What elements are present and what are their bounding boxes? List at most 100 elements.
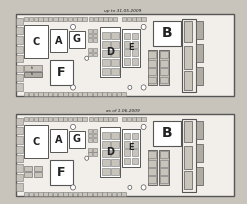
Bar bbox=[93, 38, 97, 42]
Bar bbox=[124, 158, 130, 164]
Bar bbox=[111, 141, 119, 148]
Bar bbox=[34, 117, 38, 121]
Bar bbox=[88, 33, 92, 37]
Bar bbox=[148, 160, 156, 166]
Bar bbox=[93, 52, 97, 56]
Bar bbox=[78, 117, 82, 121]
Bar bbox=[82, 17, 87, 21]
Bar bbox=[160, 51, 168, 58]
Bar bbox=[153, 121, 181, 146]
Bar bbox=[88, 38, 92, 42]
Bar bbox=[111, 168, 119, 175]
Bar bbox=[97, 192, 102, 196]
Bar bbox=[160, 160, 168, 166]
Bar bbox=[48, 192, 52, 196]
Bar bbox=[103, 168, 110, 175]
Bar bbox=[73, 117, 77, 121]
Circle shape bbox=[71, 124, 76, 130]
Bar bbox=[132, 17, 136, 21]
Bar bbox=[132, 33, 138, 40]
Bar bbox=[48, 92, 52, 96]
Bar bbox=[111, 59, 119, 66]
Bar bbox=[39, 117, 43, 121]
Bar bbox=[93, 148, 97, 152]
Bar bbox=[141, 117, 146, 121]
Bar bbox=[88, 133, 92, 137]
Bar bbox=[103, 150, 110, 157]
Bar bbox=[132, 149, 138, 156]
Bar bbox=[153, 21, 181, 46]
Bar bbox=[132, 141, 138, 148]
Bar bbox=[94, 117, 98, 121]
Text: B: B bbox=[162, 126, 172, 140]
Bar bbox=[107, 192, 111, 196]
Bar bbox=[89, 117, 93, 121]
Bar bbox=[16, 174, 23, 181]
Bar bbox=[29, 17, 33, 21]
Bar bbox=[16, 114, 234, 196]
Bar bbox=[93, 138, 97, 142]
Bar bbox=[112, 92, 116, 96]
Bar bbox=[196, 44, 203, 62]
Text: D: D bbox=[106, 47, 114, 57]
Bar bbox=[117, 92, 121, 96]
Bar bbox=[16, 146, 23, 153]
Bar bbox=[87, 192, 92, 196]
Bar bbox=[160, 151, 168, 158]
Bar bbox=[43, 192, 48, 196]
Bar bbox=[16, 27, 23, 34]
Bar bbox=[148, 76, 156, 83]
Bar bbox=[49, 160, 73, 185]
Bar bbox=[58, 117, 63, 121]
Bar bbox=[122, 192, 126, 196]
Bar bbox=[24, 72, 42, 77]
Bar bbox=[102, 92, 107, 96]
Bar bbox=[68, 117, 72, 121]
Bar bbox=[78, 92, 82, 96]
Bar bbox=[148, 151, 156, 158]
Bar bbox=[132, 49, 138, 56]
Circle shape bbox=[85, 56, 89, 60]
Bar bbox=[88, 29, 92, 33]
Bar bbox=[73, 17, 77, 21]
Bar bbox=[160, 68, 168, 75]
Bar bbox=[102, 192, 107, 196]
Bar bbox=[111, 41, 119, 48]
Bar bbox=[148, 60, 156, 67]
Circle shape bbox=[71, 24, 76, 30]
Bar bbox=[148, 176, 156, 183]
Bar bbox=[122, 117, 126, 121]
Bar bbox=[196, 166, 203, 185]
Bar bbox=[196, 67, 203, 85]
Bar bbox=[148, 168, 156, 175]
Bar bbox=[196, 144, 203, 162]
Text: F: F bbox=[57, 66, 65, 79]
Bar bbox=[68, 192, 72, 196]
Bar bbox=[124, 49, 130, 56]
Text: G: G bbox=[73, 134, 81, 144]
Bar bbox=[196, 21, 203, 40]
Bar bbox=[113, 17, 117, 21]
Bar bbox=[88, 148, 92, 152]
Bar bbox=[196, 121, 203, 140]
Bar bbox=[127, 117, 131, 121]
Bar bbox=[69, 131, 85, 148]
Bar bbox=[113, 117, 117, 121]
Bar bbox=[122, 29, 140, 67]
Bar bbox=[103, 141, 110, 148]
Bar bbox=[16, 164, 23, 172]
Text: C: C bbox=[32, 136, 40, 146]
Bar bbox=[148, 51, 156, 58]
Bar bbox=[16, 183, 23, 191]
Bar bbox=[94, 17, 98, 21]
Bar bbox=[69, 31, 85, 48]
Text: up to 31.05.2009: up to 31.05.2009 bbox=[104, 9, 142, 13]
Bar bbox=[127, 17, 131, 21]
Bar bbox=[103, 159, 110, 166]
Bar bbox=[78, 17, 82, 21]
Bar bbox=[16, 74, 23, 81]
Bar bbox=[160, 176, 168, 183]
Text: A: A bbox=[55, 35, 62, 45]
Bar bbox=[24, 25, 48, 58]
Circle shape bbox=[141, 85, 146, 90]
